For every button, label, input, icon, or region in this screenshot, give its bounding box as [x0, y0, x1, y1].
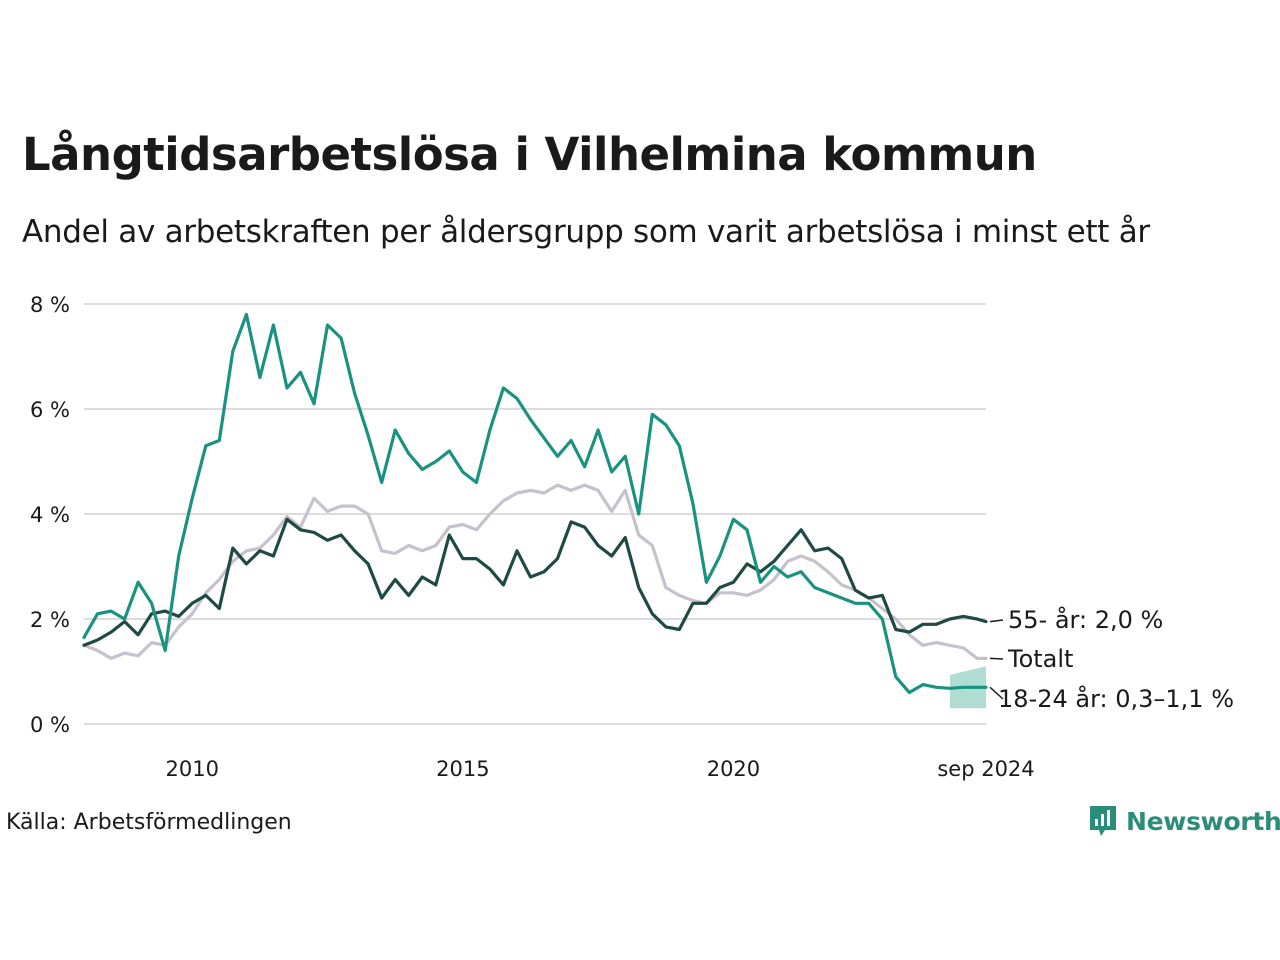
y-axis-tick-labels: 0 % 2 % 4 % 6 % 8 % — [30, 293, 70, 737]
series-line — [82, 312, 988, 695]
series-label: 18-24 år: 0,3–1,1 % — [998, 684, 1234, 713]
newsworthy-logo-icon — [1090, 806, 1116, 836]
brand-name: Newsworthy — [1126, 806, 1280, 836]
x-tick-label: 2010 — [166, 757, 219, 781]
brand-logo: Newsworthy — [1088, 804, 1280, 838]
x-tick-label: sep 2024 — [937, 757, 1034, 781]
series-label: Totalt — [1007, 645, 1073, 673]
y-tick-label: 6 % — [30, 398, 70, 422]
y-tick-label: 0 % — [30, 713, 70, 737]
series-lines — [82, 312, 988, 695]
x-tick-label: 2015 — [436, 757, 489, 781]
y-tick-label: 2 % — [30, 608, 70, 632]
gridlines — [84, 303, 986, 725]
label-leader-line — [989, 619, 1004, 623]
series-end-labels: Totalt 55- år: 2,0 % 18-24 år: 0,3–1,1 % — [989, 605, 1234, 713]
label-leader-line — [989, 686, 1004, 700]
chart-subtitle: Andel av arbetskraften per åldersgrupp s… — [22, 214, 1150, 250]
line-chart: 0 % 2 % 4 % 6 % 8 % 2010 2015 2020 sep 2024 Tot… — [30, 293, 1234, 781]
series-line — [82, 517, 988, 647]
x-axis-tick-labels: 2010 2015 2020 sep 2024 — [166, 757, 1035, 781]
label-leader-line — [989, 657, 1004, 660]
source-note: Källa: Arbetsförmedlingen — [6, 810, 292, 835]
series-label: 55- år: 2,0 % — [1008, 605, 1163, 634]
series-line — [82, 483, 988, 660]
x-tick-label: 2020 — [707, 757, 760, 781]
y-tick-label: 8 % — [30, 293, 70, 317]
y-tick-label: 4 % — [30, 503, 70, 527]
chart-title: Långtidsarbetslösa i Vilhelmina kommun — [22, 128, 1037, 181]
